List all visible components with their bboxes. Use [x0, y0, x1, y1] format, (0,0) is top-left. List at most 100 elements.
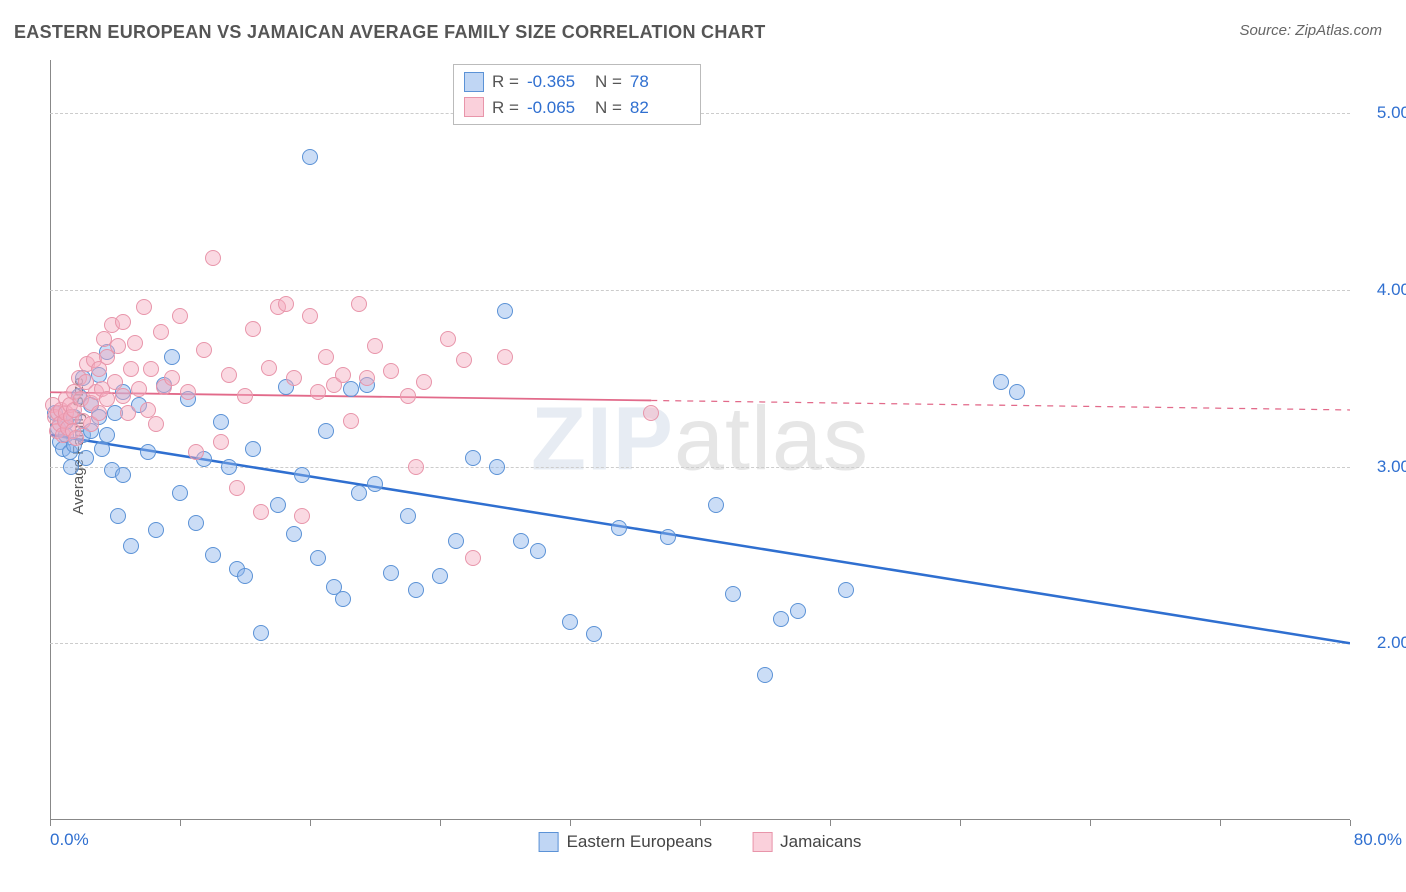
- x-tick: [1350, 820, 1351, 826]
- scatter-point: [708, 497, 724, 513]
- scatter-point: [143, 361, 159, 377]
- x-tick: [1220, 820, 1221, 826]
- scatter-point: [123, 361, 139, 377]
- scatter-point: [611, 520, 627, 536]
- scatter-point: [110, 338, 126, 354]
- scatter-point: [213, 434, 229, 450]
- correlation-row: R =-0.365N =78: [464, 69, 690, 95]
- scatter-point: [68, 430, 84, 446]
- scatter-point: [513, 533, 529, 549]
- scatter-point: [94, 441, 110, 457]
- scatter-point: [237, 388, 253, 404]
- scatter-point: [205, 547, 221, 563]
- scatter-point: [351, 296, 367, 312]
- scatter-point: [310, 384, 326, 400]
- scatter-point: [383, 363, 399, 379]
- scatter-point: [448, 533, 464, 549]
- scatter-point: [335, 367, 351, 383]
- scatter-point: [136, 299, 152, 315]
- scatter-point: [237, 568, 253, 584]
- scatter-point: [562, 614, 578, 630]
- scatter-point: [148, 522, 164, 538]
- scatter-point: [302, 308, 318, 324]
- scatter-point: [294, 467, 310, 483]
- legend-item: Jamaicans: [752, 832, 861, 852]
- x-axis-max-label: 80.0%: [1354, 830, 1402, 850]
- r-value: -0.365: [527, 69, 587, 95]
- scatter-point: [188, 515, 204, 531]
- series-swatch: [464, 97, 484, 117]
- trend-lines-svg: [50, 60, 1350, 820]
- n-label: N =: [595, 95, 622, 121]
- scatter-point: [725, 586, 741, 602]
- scatter-point: [245, 321, 261, 337]
- scatter-point: [127, 335, 143, 351]
- legend-label: Eastern Europeans: [567, 832, 713, 852]
- scatter-point: [343, 413, 359, 429]
- scatter-point: [253, 504, 269, 520]
- scatter-point: [1009, 384, 1025, 400]
- x-tick: [700, 820, 701, 826]
- r-value: -0.065: [527, 95, 587, 121]
- scatter-point: [110, 508, 126, 524]
- series-swatch: [464, 72, 484, 92]
- scatter-point: [757, 667, 773, 683]
- scatter-point: [180, 384, 196, 400]
- scatter-point: [432, 568, 448, 584]
- plot-area: ZIPatlas 2.003.004.005.00 0.0% 80.0% R =…: [50, 60, 1350, 820]
- x-axis-min-label: 0.0%: [50, 830, 89, 850]
- gridline: [50, 643, 1350, 644]
- watermark-left: ZIP: [531, 390, 674, 490]
- scatter-point: [773, 611, 789, 627]
- scatter-point: [643, 405, 659, 421]
- scatter-point: [302, 149, 318, 165]
- legend-swatch: [752, 832, 772, 852]
- scatter-point: [196, 342, 212, 358]
- scatter-point: [497, 303, 513, 319]
- correlation-row: R =-0.065N =82: [464, 95, 690, 121]
- scatter-point: [245, 441, 261, 457]
- scatter-point: [993, 374, 1009, 390]
- gridline: [50, 467, 1350, 468]
- scatter-point: [164, 349, 180, 365]
- y-tick-label: 4.00: [1377, 280, 1406, 300]
- x-tick: [180, 820, 181, 826]
- x-tick: [960, 820, 961, 826]
- scatter-point: [408, 459, 424, 475]
- scatter-point: [213, 414, 229, 430]
- scatter-point: [221, 367, 237, 383]
- x-tick: [440, 820, 441, 826]
- scatter-point: [400, 508, 416, 524]
- scatter-point: [359, 370, 375, 386]
- x-tick: [310, 820, 311, 826]
- correlation-legend-box: R =-0.365N =78R =-0.065N =82: [453, 64, 701, 125]
- scatter-point: [172, 485, 188, 501]
- scatter-point: [497, 349, 513, 365]
- scatter-point: [586, 626, 602, 642]
- r-label: R =: [492, 95, 519, 121]
- x-tick: [570, 820, 571, 826]
- scatter-point: [115, 388, 131, 404]
- scatter-point: [253, 625, 269, 641]
- legend-swatch: [539, 832, 559, 852]
- x-tick: [1090, 820, 1091, 826]
- scatter-point: [99, 427, 115, 443]
- scatter-point: [286, 370, 302, 386]
- r-label: R =: [492, 69, 519, 95]
- scatter-point: [310, 550, 326, 566]
- scatter-point: [286, 526, 302, 542]
- scatter-point: [318, 349, 334, 365]
- legend-label: Jamaicans: [780, 832, 861, 852]
- scatter-point: [91, 405, 107, 421]
- scatter-point: [294, 508, 310, 524]
- legend-item: Eastern Europeans: [539, 832, 713, 852]
- n-value: 78: [630, 69, 690, 95]
- scatter-point: [660, 529, 676, 545]
- trend-line-dashed: [651, 400, 1350, 410]
- scatter-point: [270, 497, 286, 513]
- y-tick-label: 2.00: [1377, 633, 1406, 653]
- scatter-point: [96, 331, 112, 347]
- scatter-point: [261, 360, 277, 376]
- scatter-point: [383, 565, 399, 581]
- scatter-point: [78, 450, 94, 466]
